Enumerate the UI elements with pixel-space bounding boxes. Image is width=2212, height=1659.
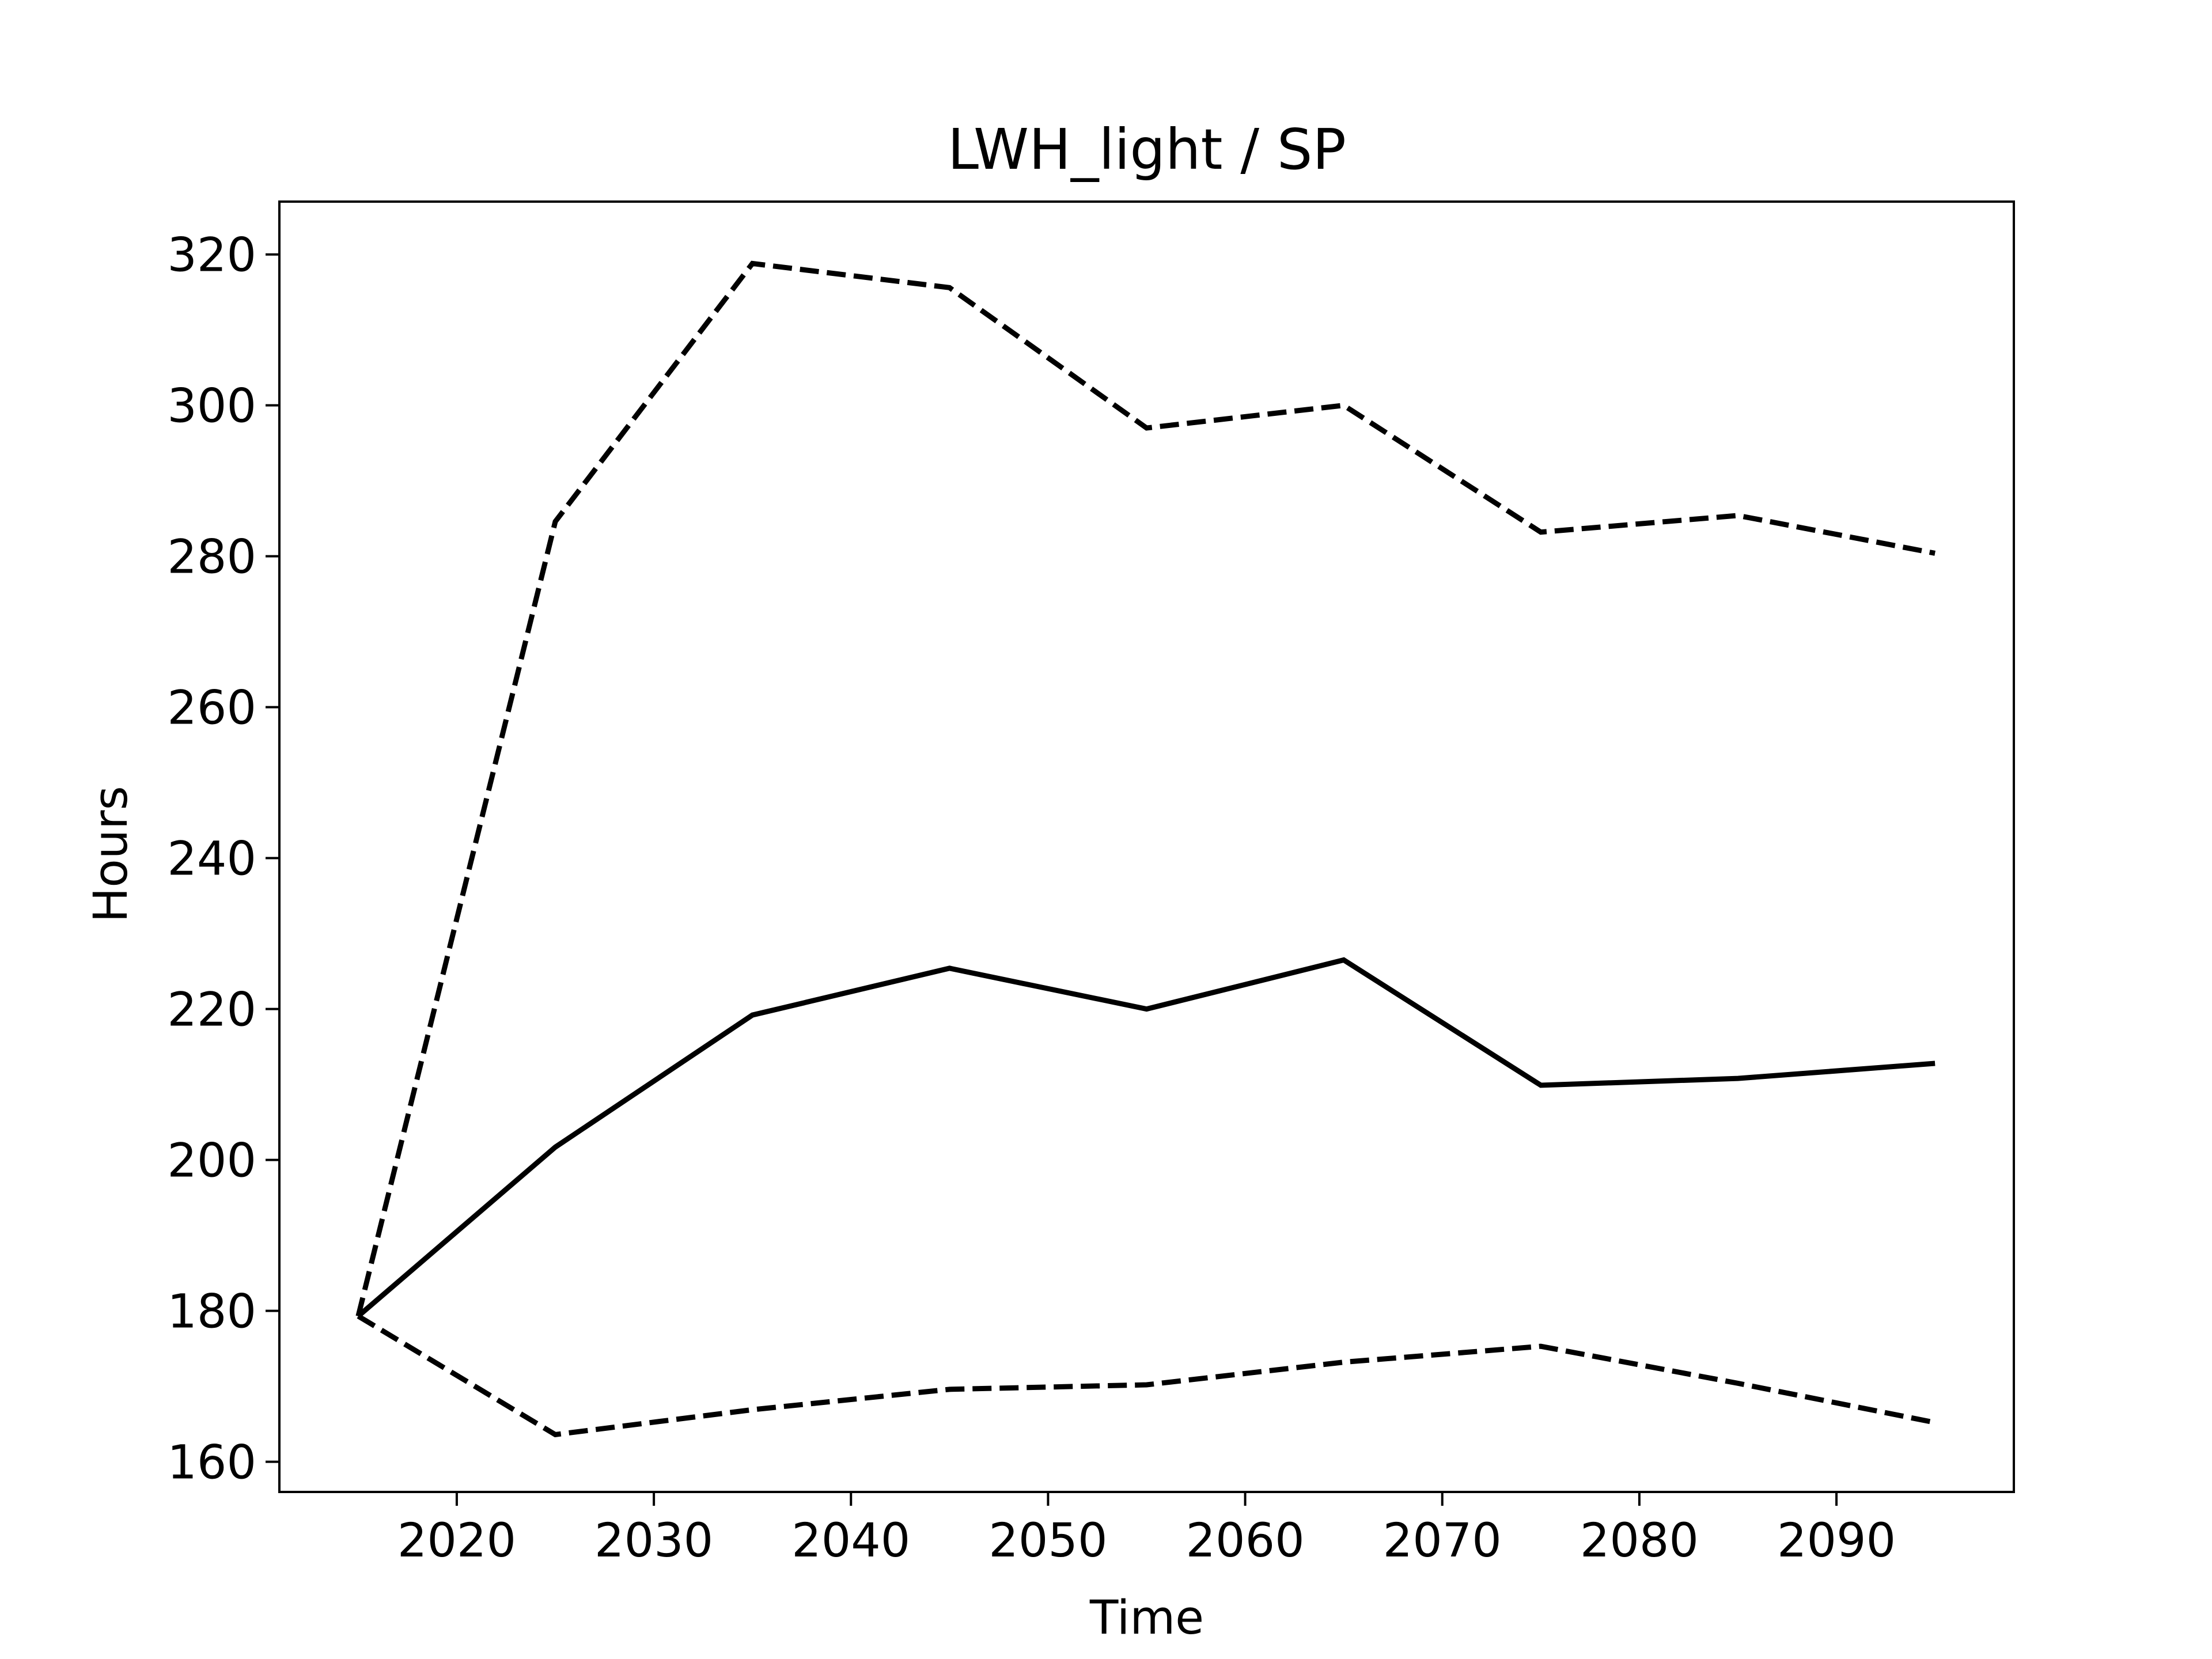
plot-frame — [278, 200, 2015, 1493]
y-axis: 160 180 200 220 240 260 280 300 320 — [167, 229, 279, 1490]
y-tick-label: 160 — [167, 1436, 256, 1490]
x-tick-label: 2040 — [791, 1514, 910, 1568]
series-layer — [355, 260, 1936, 1438]
x-tick-label: 2080 — [1580, 1514, 1699, 1568]
x-tick-label: 2060 — [1186, 1514, 1305, 1568]
y-tick-label: 300 — [167, 380, 256, 434]
y-tick-label: 220 — [167, 983, 256, 1037]
y-axis-title: Hours — [84, 786, 138, 922]
y-tick-label: 320 — [167, 229, 256, 283]
series-line-1-solid — [356, 957, 1936, 1319]
series-line-3-dashed — [357, 1313, 1936, 1438]
series-line-2-dashed — [355, 260, 1936, 1317]
x-axis-title: Time — [1089, 1591, 1204, 1645]
x-tick-label: 2050 — [988, 1514, 1107, 1568]
y-tick-label: 240 — [167, 832, 256, 887]
x-tick-label: 2070 — [1383, 1514, 1502, 1568]
x-tick-label: 2030 — [594, 1514, 713, 1568]
y-tick-label: 260 — [167, 681, 256, 736]
y-tick-label: 280 — [167, 531, 256, 585]
x-tick-label: 2090 — [1777, 1514, 1896, 1568]
x-tick-label: 2020 — [397, 1514, 516, 1568]
chart-title: LWH_light / SP — [948, 117, 1346, 182]
y-tick-label: 200 — [167, 1134, 256, 1188]
y-tick-label: 180 — [167, 1285, 256, 1339]
x-axis: 2020 2030 2040 2050 2060 2070 2080 2090 — [397, 1492, 1896, 1568]
